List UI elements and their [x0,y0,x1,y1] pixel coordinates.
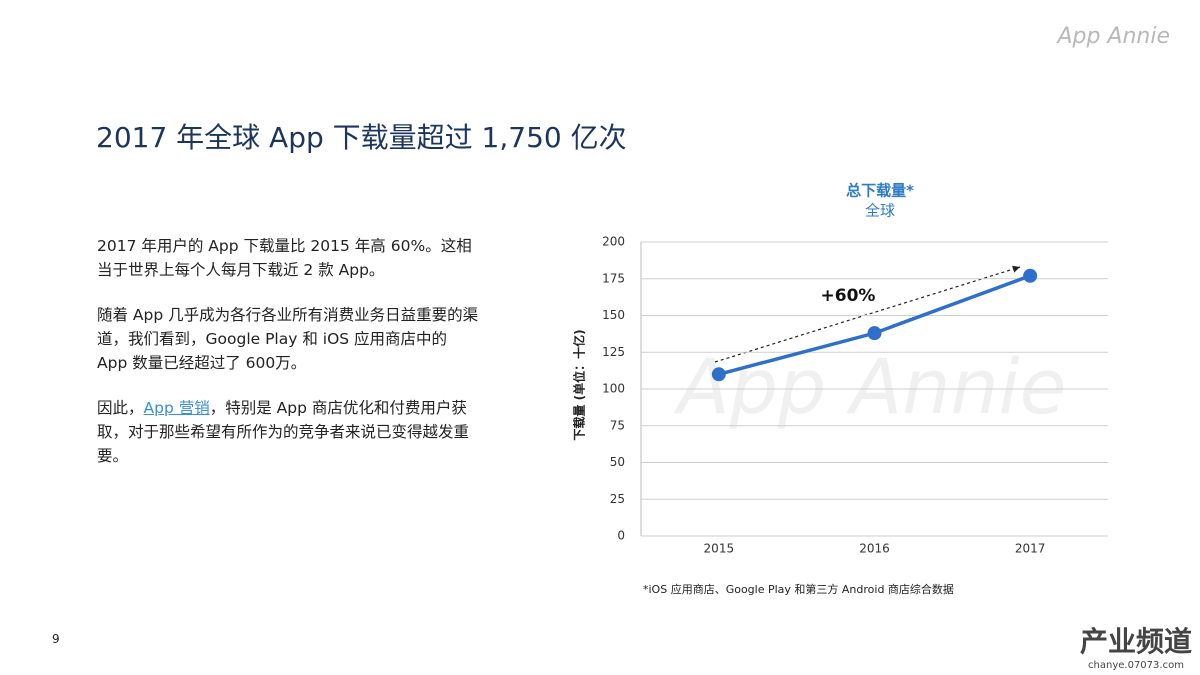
y-axis-label: 下载量 (单位：十亿) [572,329,587,440]
footnote: *iOS 应用商店、Google Play 和第三方 Android 商店综合数… [643,582,954,596]
paragraph: 因此，App 营销，特别是 App 商店优化和付费用户获取，对于那些希望有所作为… [97,396,482,468]
y-tick-label: 75 [610,418,625,432]
x-tick-label: 2017 [1015,542,1046,556]
text: ，特别是 App 商店优化和付费用户获取，对于那些希望有所作为的竞争者来说已变得… [97,399,470,465]
chart-title: 总下载量* [846,182,914,200]
chart-subtitle: 全球 [865,202,895,220]
text: 随着 App 几乎成为各行各业所有消费业务日益重要的渠道，我们看到，Google… [97,306,479,372]
x-tick-label: 2015 [704,542,735,556]
y-tick-label: 150 [602,308,625,322]
y-tick-label: 100 [602,382,625,396]
paragraph: 随着 App 几乎成为各行各业所有消费业务日益重要的渠道，我们看到，Google… [97,303,482,375]
x-tick-label: 2016 [859,542,890,556]
logo: App Annie [1057,24,1170,49]
watermark: App Annie [673,342,1067,431]
point [1023,268,1038,283]
page-number: 9 [52,632,60,646]
slide-title: 2017 年全球 App 下载量超过 1,750 亿次 [96,121,627,154]
link[interactable]: App 营销 [143,399,210,417]
y-tick-label: 175 [602,271,625,285]
trend-arrow [714,265,1021,363]
text: 2017 年用户的 App 下载量比 2015 年高 60%。这相当于世界上每个… [97,237,472,279]
annotation: +60% [821,286,876,306]
point [867,326,882,341]
y-tick-label: 50 [610,455,625,469]
paragraph: 2017 年用户的 App 下载量比 2015 年高 60%。这相当于世界上每个… [97,234,482,282]
corner-url: chanye.07073.com [1088,660,1184,671]
y-tick-label: 25 [610,492,625,506]
text: 因此， [97,399,144,417]
point [711,367,726,382]
corner-mark: 产业频道 chanye.07073.com [1080,620,1192,671]
corner-text: 产业频道 [1079,625,1192,658]
y-tick-label: 200 [602,235,625,249]
y-tick-label: 125 [602,345,625,359]
y-tick-label: 0 [617,529,625,543]
